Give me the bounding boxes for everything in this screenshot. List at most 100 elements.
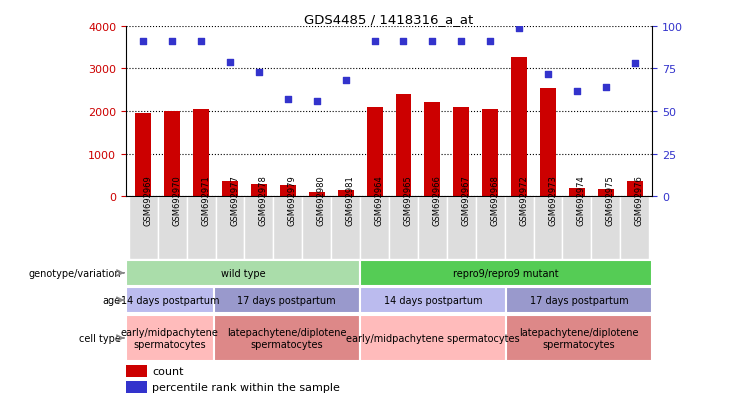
- Text: GSM692965: GSM692965: [404, 174, 413, 225]
- FancyBboxPatch shape: [562, 197, 591, 260]
- FancyBboxPatch shape: [447, 197, 476, 260]
- Text: 17 days postpartum: 17 days postpartum: [530, 295, 628, 305]
- FancyBboxPatch shape: [534, 197, 562, 260]
- FancyBboxPatch shape: [360, 287, 506, 313]
- Point: [310, 98, 322, 105]
- Bar: [251, 185, 267, 197]
- Bar: [165, 112, 180, 197]
- Bar: [126, 365, 147, 377]
- Bar: [367, 107, 382, 197]
- Bar: [338, 191, 353, 197]
- FancyBboxPatch shape: [506, 287, 652, 313]
- FancyBboxPatch shape: [158, 197, 187, 260]
- Bar: [280, 186, 296, 197]
- FancyBboxPatch shape: [506, 315, 652, 361]
- Text: GSM692966: GSM692966: [433, 174, 442, 225]
- Point: [542, 71, 554, 78]
- FancyBboxPatch shape: [591, 197, 620, 260]
- Bar: [453, 107, 469, 197]
- Title: GDS4485 / 1418316_a_at: GDS4485 / 1418316_a_at: [305, 13, 473, 26]
- Text: GSM692979: GSM692979: [288, 174, 297, 225]
- Text: genotype/variation: genotype/variation: [28, 268, 121, 278]
- Point: [514, 25, 525, 32]
- Text: count: count: [153, 366, 184, 376]
- Point: [339, 78, 351, 85]
- Text: GSM692972: GSM692972: [519, 174, 528, 225]
- Point: [282, 97, 293, 103]
- Bar: [511, 57, 527, 197]
- Bar: [627, 182, 642, 197]
- FancyBboxPatch shape: [360, 260, 652, 286]
- Text: 17 days postpartum: 17 days postpartum: [237, 295, 336, 305]
- Text: 14 days postpartum: 14 days postpartum: [384, 295, 482, 305]
- FancyBboxPatch shape: [302, 197, 331, 260]
- Bar: [193, 109, 209, 197]
- Text: early/midpachytene
spermatocytes: early/midpachytene spermatocytes: [121, 328, 219, 349]
- Text: GSM692976: GSM692976: [635, 174, 644, 225]
- Text: GSM692970: GSM692970: [172, 174, 182, 225]
- Bar: [425, 103, 440, 197]
- Text: latepachytene/diplotene
spermatocytes: latepachytene/diplotene spermatocytes: [227, 328, 347, 349]
- Text: percentile rank within the sample: percentile rank within the sample: [153, 382, 340, 392]
- Point: [629, 61, 641, 67]
- Point: [253, 69, 265, 76]
- Point: [166, 39, 178, 45]
- Bar: [482, 109, 498, 197]
- Text: GSM692971: GSM692971: [201, 174, 210, 225]
- FancyBboxPatch shape: [129, 197, 158, 260]
- FancyBboxPatch shape: [360, 315, 506, 361]
- FancyBboxPatch shape: [331, 197, 360, 260]
- Bar: [598, 189, 614, 197]
- FancyBboxPatch shape: [216, 197, 245, 260]
- Text: GSM692974: GSM692974: [577, 174, 586, 225]
- Point: [485, 39, 496, 45]
- Point: [398, 39, 410, 45]
- Point: [137, 39, 149, 45]
- Bar: [126, 381, 147, 393]
- FancyBboxPatch shape: [505, 197, 534, 260]
- Point: [224, 59, 236, 66]
- Bar: [569, 189, 585, 197]
- Point: [427, 39, 439, 45]
- FancyBboxPatch shape: [126, 315, 213, 361]
- Point: [368, 39, 380, 45]
- FancyBboxPatch shape: [245, 197, 273, 260]
- FancyBboxPatch shape: [418, 197, 447, 260]
- FancyBboxPatch shape: [187, 197, 216, 260]
- Bar: [396, 95, 411, 197]
- Text: 14 days postpartum: 14 days postpartum: [121, 295, 219, 305]
- Point: [571, 88, 583, 95]
- FancyBboxPatch shape: [273, 197, 302, 260]
- Bar: [136, 114, 151, 197]
- Text: GSM692973: GSM692973: [548, 174, 557, 225]
- Text: GSM692969: GSM692969: [143, 174, 153, 225]
- Text: GSM692977: GSM692977: [230, 174, 239, 225]
- FancyBboxPatch shape: [476, 197, 505, 260]
- Bar: [540, 89, 556, 197]
- Text: cell type: cell type: [79, 333, 121, 343]
- FancyBboxPatch shape: [213, 315, 360, 361]
- FancyBboxPatch shape: [126, 287, 213, 313]
- FancyBboxPatch shape: [126, 260, 360, 286]
- Point: [600, 85, 612, 91]
- Point: [456, 39, 468, 45]
- Text: GSM692981: GSM692981: [345, 174, 355, 225]
- Text: GSM692978: GSM692978: [259, 174, 268, 225]
- Text: GSM692968: GSM692968: [491, 174, 499, 225]
- Point: [195, 39, 207, 45]
- Text: early/midpachytene spermatocytes: early/midpachytene spermatocytes: [346, 333, 519, 343]
- Text: GSM692980: GSM692980: [316, 174, 326, 225]
- FancyBboxPatch shape: [360, 197, 389, 260]
- FancyBboxPatch shape: [213, 287, 360, 313]
- Text: GSM692975: GSM692975: [606, 174, 615, 225]
- Text: latepachytene/diplotene
spermatocytes: latepachytene/diplotene spermatocytes: [519, 328, 639, 349]
- Bar: [222, 182, 238, 197]
- FancyBboxPatch shape: [389, 197, 418, 260]
- Bar: [309, 192, 325, 197]
- Text: repro9/repro9 mutant: repro9/repro9 mutant: [453, 268, 559, 278]
- Text: GSM692967: GSM692967: [462, 174, 471, 225]
- Text: GSM692964: GSM692964: [374, 174, 384, 225]
- FancyBboxPatch shape: [620, 197, 649, 260]
- Text: age: age: [102, 295, 121, 305]
- Text: wild type: wild type: [221, 268, 265, 278]
